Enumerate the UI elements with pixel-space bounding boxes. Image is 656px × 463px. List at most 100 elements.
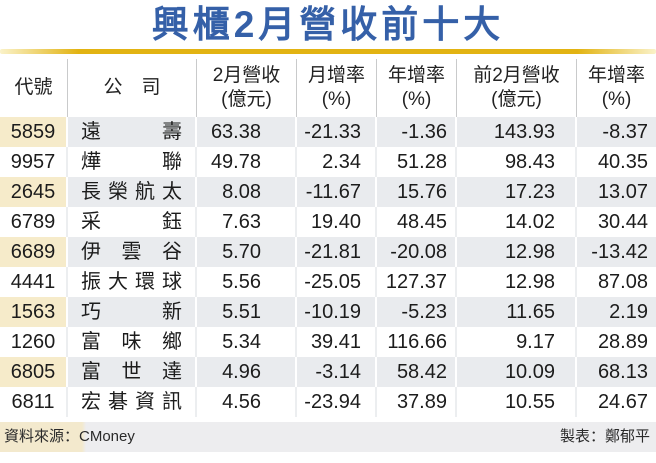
cell-feb_rev: 8.08 <box>197 177 297 207</box>
cell-cum_yoy: 24.67 <box>597 391 648 413</box>
cell-feb_rev: 5.70 <box>197 237 297 267</box>
header-company: 公 司 <box>68 59 197 117</box>
header-line2: (%) <box>601 89 632 110</box>
credit-label: 製表：鄭郁平 <box>559 428 650 445</box>
cell-code: 6811 <box>0 387 68 417</box>
cell-yoy: -1.36 <box>377 117 457 147</box>
cell-cum_yoy: 30.44 <box>597 211 648 233</box>
cell-company: 宏碁資訊 <box>68 387 197 417</box>
cell-feb_rev: 4.96 <box>197 357 297 387</box>
cell-code: 1260 <box>0 327 68 357</box>
cell-cum_rev: 14.02 <box>457 207 577 237</box>
cell-cum_yoy: 68.13 <box>577 357 656 387</box>
cell-cum_yoy: 87.08 <box>597 271 648 293</box>
table-row: 9957 燁 聯 49.78 2.34 51.28 98.43 40.35 <box>0 147 656 177</box>
cell-code: 1563 <box>0 297 68 327</box>
cell-mom: -21.81 <box>297 237 377 267</box>
cell-yoy: 15.76 <box>377 177 457 207</box>
table-row: 6811 宏碁資訊 4.56 -23.94 37.89 10.55 24.67 <box>0 387 656 417</box>
table-header: 代號 公 司 2月營收 (億元) 月增率 (%) 年增率 (%) 前2月營收 (億元) … <box>0 59 656 117</box>
cell-company: 燁 聯 <box>68 147 197 177</box>
header-line2: (%) <box>321 89 352 110</box>
gold-divider <box>0 49 656 54</box>
cell-yoy: 48.45 <box>377 207 457 237</box>
cell-company: 伊 雲 谷 <box>68 237 197 267</box>
cell-cum_yoy: -13.42 <box>577 237 656 267</box>
cell-mom: -3.14 <box>297 357 377 387</box>
header-code: 代號 <box>0 59 68 117</box>
cell-feb_rev: 7.63 <box>197 207 297 237</box>
cell-mom: 19.40 <box>297 207 377 237</box>
cell-cum_rev: 143.93 <box>457 117 577 147</box>
cell-cum_rev: 98.43 <box>457 147 577 177</box>
table-row: 1260 富 味 鄉 5.34 39.41 116.66 9.17 28.89 <box>0 327 656 357</box>
header-line2: (億元) <box>491 89 542 110</box>
cell-company: 振大環球 <box>68 267 197 297</box>
table-row: 5859 遠 壽 63.38 -21.33 -1.36 143.93 -8.37 <box>0 117 656 147</box>
cell-cum_rev: 12.98 <box>457 267 577 297</box>
header-line1: 代號 <box>14 77 53 98</box>
header-line1: 前2月營收 <box>473 65 560 86</box>
cell-mom: -11.67 <box>297 177 377 207</box>
table-row: 1563 巧 新 5.51 -10.19 -5.23 11.65 2.19 <box>0 297 656 327</box>
cell-yoy: -20.08 <box>377 237 457 267</box>
header-yoy-growth: 年增率 (%) <box>377 59 457 117</box>
cell-company: 富 味 鄉 <box>68 327 197 357</box>
cell-yoy: 51.28 <box>377 147 457 177</box>
cell-yoy: -5.23 <box>377 297 457 327</box>
table-row: 6805 富 世 達 4.96 -3.14 58.42 10.09 68.13 <box>0 357 656 387</box>
cell-company: 長榮航太 <box>68 177 197 207</box>
cell-cum_yoy: 2.19 <box>577 297 656 327</box>
cell-code: 2645 <box>0 177 68 207</box>
cell-yoy: 58.42 <box>377 357 457 387</box>
source-label: 資料來源：CMoney <box>4 428 135 445</box>
cell-code: 6689 <box>0 237 68 267</box>
cell-mom: -10.19 <box>297 297 377 327</box>
cell-mom: 2.34 <box>297 147 377 177</box>
cell-yoy: 37.89 <box>377 387 457 417</box>
cell-mom: -23.94 <box>297 387 377 417</box>
cell-feb_rev: 63.38 <box>197 117 297 147</box>
cell-company: 遠 壽 <box>68 117 197 147</box>
cell-feb_rev: 5.51 <box>197 297 297 327</box>
cell-cum_rev: 17.23 <box>457 177 577 207</box>
cell-yoy: 127.37 <box>377 267 457 297</box>
cell-mom: -21.33 <box>297 117 377 147</box>
cell-feb_rev: 5.34 <box>197 327 297 357</box>
revenue-table: 代號 公 司 2月營收 (億元) 月增率 (%) 年增率 (%) 前2月營收 (億元) … <box>0 59 656 417</box>
cell-cum_rev: 10.09 <box>457 357 577 387</box>
table-body: 5859 遠 壽 63.38 -21.33 -1.36 143.93 -8.37 9957 燁 … <box>0 117 656 417</box>
table-footer: 資料來源：CMoney 製表：鄭郁平 <box>0 422 656 452</box>
header-line2: (億元) <box>221 89 272 110</box>
cell-code: 6805 <box>0 357 68 387</box>
cell-code: 5859 <box>0 117 68 147</box>
cell-cum_yoy: 28.89 <box>597 331 648 353</box>
header-line1: 月增率 <box>307 65 365 86</box>
cell-feb_rev: 49.78 <box>197 147 297 177</box>
header-line1: 公 司 <box>103 77 161 98</box>
header-line1: 2月營收 <box>212 65 281 86</box>
cell-code: 9957 <box>0 147 68 177</box>
cell-cum_yoy: -8.37 <box>577 117 656 147</box>
cell-mom: 39.41 <box>297 327 377 357</box>
cell-company: 巧 新 <box>68 297 197 327</box>
header-feb-revenue: 2月營收 (億元) <box>197 59 297 117</box>
cell-code: 6789 <box>0 207 68 237</box>
header-mom-growth: 月增率 (%) <box>297 59 377 117</box>
page-title: 興櫃2月營收前十大 <box>151 4 505 45</box>
cell-cum_rev: 12.98 <box>457 237 577 267</box>
cell-feb_rev: 5.56 <box>197 267 297 297</box>
table-row: 6689 伊 雲 谷 5.70 -21.81 -20.08 12.98 -13.42 <box>0 237 656 267</box>
header-line1: 年增率 <box>587 65 645 86</box>
cell-company: 采 鈺 <box>68 207 197 237</box>
cell-yoy: 116.66 <box>377 327 457 357</box>
header-first2m-revenue: 前2月營收 (億元) <box>457 59 577 117</box>
table-row: 2645 長榮航太 8.08 -11.67 15.76 17.23 13.07 <box>0 177 656 207</box>
cell-mom: -25.05 <box>297 267 377 297</box>
cell-cum_rev: 11.65 <box>457 297 577 327</box>
cell-feb_rev: 4.56 <box>197 387 297 417</box>
cell-cum_rev: 10.55 <box>457 387 577 417</box>
cell-cum_rev: 9.17 <box>457 327 577 357</box>
cell-cum_yoy: 40.35 <box>597 151 648 173</box>
